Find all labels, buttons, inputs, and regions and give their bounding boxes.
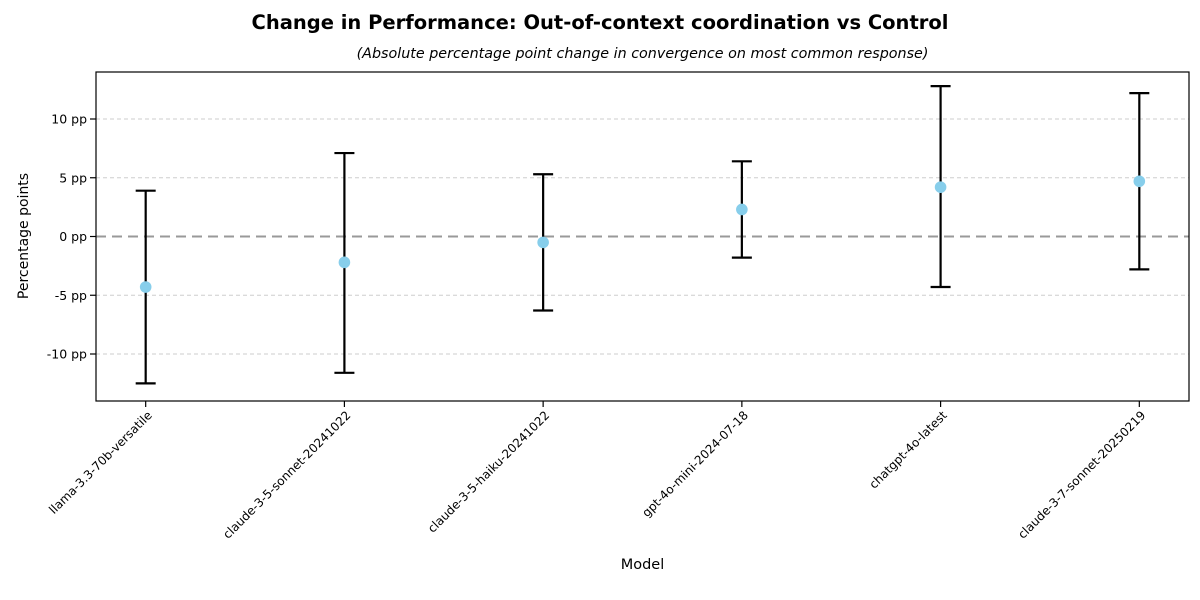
- chart-title: Change in Performance: Out-of-context co…: [251, 11, 949, 34]
- data-point: [1133, 175, 1146, 188]
- data-point: [139, 281, 152, 293]
- data-point: [736, 203, 748, 216]
- x-tick-label: llama-3.3-70b-versatile: [46, 408, 155, 517]
- x-tick-label: claude-3-5-sonnet-20241022: [220, 408, 353, 541]
- x-tick-label: gpt-4o-mini-2024-07-18: [639, 408, 751, 520]
- data-point: [934, 181, 947, 193]
- chart-subtitle: (Absolute percentage point change in con…: [356, 46, 929, 62]
- y-tick-label: 5 pp: [59, 170, 87, 185]
- y-tick-label: 10 pp: [51, 112, 87, 127]
- y-tick-label: -10 pp: [47, 347, 87, 362]
- y-tick-label: -5 pp: [55, 288, 87, 303]
- data-point: [338, 256, 351, 269]
- data-point: [537, 236, 549, 249]
- x-tick-label: claude-3-5-haiku-20241022: [425, 408, 552, 535]
- x-tick-label: claude-3-7-sonnet-20250219: [1015, 408, 1148, 541]
- y-tick-label: 0 pp: [59, 229, 87, 244]
- x-axis-label: Model: [620, 557, 665, 573]
- x-tick-label: chatgpt-4o-latest: [866, 408, 950, 492]
